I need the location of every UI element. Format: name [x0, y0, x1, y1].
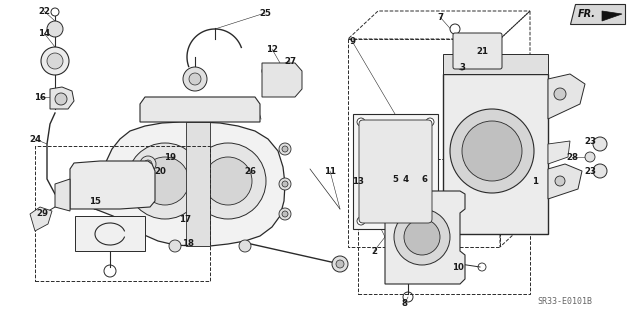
Polygon shape: [50, 87, 74, 109]
Circle shape: [282, 146, 288, 152]
Text: 14: 14: [38, 28, 50, 38]
Text: 5: 5: [392, 174, 398, 183]
Text: 22: 22: [38, 6, 50, 16]
Text: 27: 27: [284, 56, 296, 65]
Circle shape: [190, 143, 266, 219]
Bar: [443, 74, 548, 234]
Text: 26: 26: [244, 167, 256, 175]
Circle shape: [357, 118, 365, 126]
Circle shape: [450, 109, 534, 193]
Polygon shape: [262, 63, 302, 97]
Circle shape: [262, 66, 272, 76]
Polygon shape: [70, 161, 155, 209]
Text: 23: 23: [584, 137, 596, 145]
Polygon shape: [443, 54, 548, 74]
Text: 3: 3: [459, 63, 465, 71]
Polygon shape: [548, 164, 582, 199]
Text: 29: 29: [36, 210, 48, 219]
FancyBboxPatch shape: [359, 120, 432, 223]
Text: 13: 13: [352, 176, 364, 186]
Text: 11: 11: [324, 167, 336, 175]
Circle shape: [127, 143, 203, 219]
Bar: [75, 216, 145, 251]
Text: 21: 21: [476, 47, 488, 56]
Text: 2: 2: [371, 247, 377, 256]
Circle shape: [404, 219, 440, 255]
Text: 24: 24: [29, 135, 41, 144]
Circle shape: [426, 118, 434, 126]
Circle shape: [336, 260, 344, 268]
Circle shape: [332, 256, 348, 272]
Circle shape: [593, 164, 607, 178]
Circle shape: [204, 157, 252, 205]
Text: 20: 20: [154, 167, 166, 175]
Text: 19: 19: [164, 152, 176, 161]
Circle shape: [47, 21, 63, 37]
Circle shape: [390, 185, 402, 197]
Polygon shape: [55, 179, 70, 211]
Circle shape: [41, 47, 69, 75]
Circle shape: [282, 211, 288, 217]
Circle shape: [554, 88, 566, 100]
Circle shape: [239, 240, 251, 252]
Text: 1: 1: [532, 176, 538, 186]
Circle shape: [279, 208, 291, 220]
Circle shape: [279, 143, 291, 155]
Text: 25: 25: [259, 9, 271, 18]
Circle shape: [51, 8, 59, 16]
Text: 16: 16: [34, 93, 46, 101]
Circle shape: [357, 217, 365, 225]
Polygon shape: [95, 122, 285, 246]
Text: 23: 23: [584, 167, 596, 175]
Polygon shape: [30, 207, 52, 231]
Polygon shape: [570, 4, 625, 24]
Circle shape: [473, 46, 483, 56]
Circle shape: [47, 53, 63, 69]
Circle shape: [585, 152, 595, 162]
Text: 7: 7: [437, 12, 443, 21]
Text: 18: 18: [182, 239, 194, 248]
Text: 4: 4: [403, 174, 409, 183]
Bar: [35, 146, 210, 281]
Bar: [358, 159, 530, 294]
Text: FR.: FR.: [578, 9, 596, 19]
Text: 17: 17: [179, 214, 191, 224]
Circle shape: [450, 24, 460, 34]
Circle shape: [141, 157, 189, 205]
Text: 6: 6: [421, 174, 427, 183]
Polygon shape: [548, 141, 570, 164]
Text: 10: 10: [452, 263, 464, 271]
Text: 8: 8: [402, 299, 408, 308]
Circle shape: [394, 209, 450, 265]
Circle shape: [189, 73, 201, 85]
Polygon shape: [548, 74, 585, 119]
Circle shape: [593, 137, 607, 151]
Circle shape: [144, 160, 152, 168]
Circle shape: [88, 165, 128, 205]
Circle shape: [183, 67, 207, 91]
Text: 15: 15: [89, 197, 101, 205]
Circle shape: [555, 176, 565, 186]
Circle shape: [462, 121, 522, 181]
Text: SR33-E0101B: SR33-E0101B: [538, 296, 593, 306]
Circle shape: [140, 156, 156, 172]
Circle shape: [169, 240, 181, 252]
Circle shape: [282, 181, 288, 187]
Text: 9: 9: [349, 36, 355, 46]
Bar: [353, 114, 438, 229]
Circle shape: [55, 93, 67, 105]
Circle shape: [426, 217, 434, 225]
Text: 12: 12: [266, 44, 278, 54]
Polygon shape: [186, 122, 210, 246]
Circle shape: [96, 173, 120, 197]
Circle shape: [279, 178, 291, 190]
Polygon shape: [602, 11, 622, 21]
Polygon shape: [140, 97, 260, 122]
FancyBboxPatch shape: [453, 33, 502, 69]
Text: 28: 28: [566, 152, 578, 161]
Circle shape: [468, 41, 488, 61]
Polygon shape: [385, 191, 465, 284]
